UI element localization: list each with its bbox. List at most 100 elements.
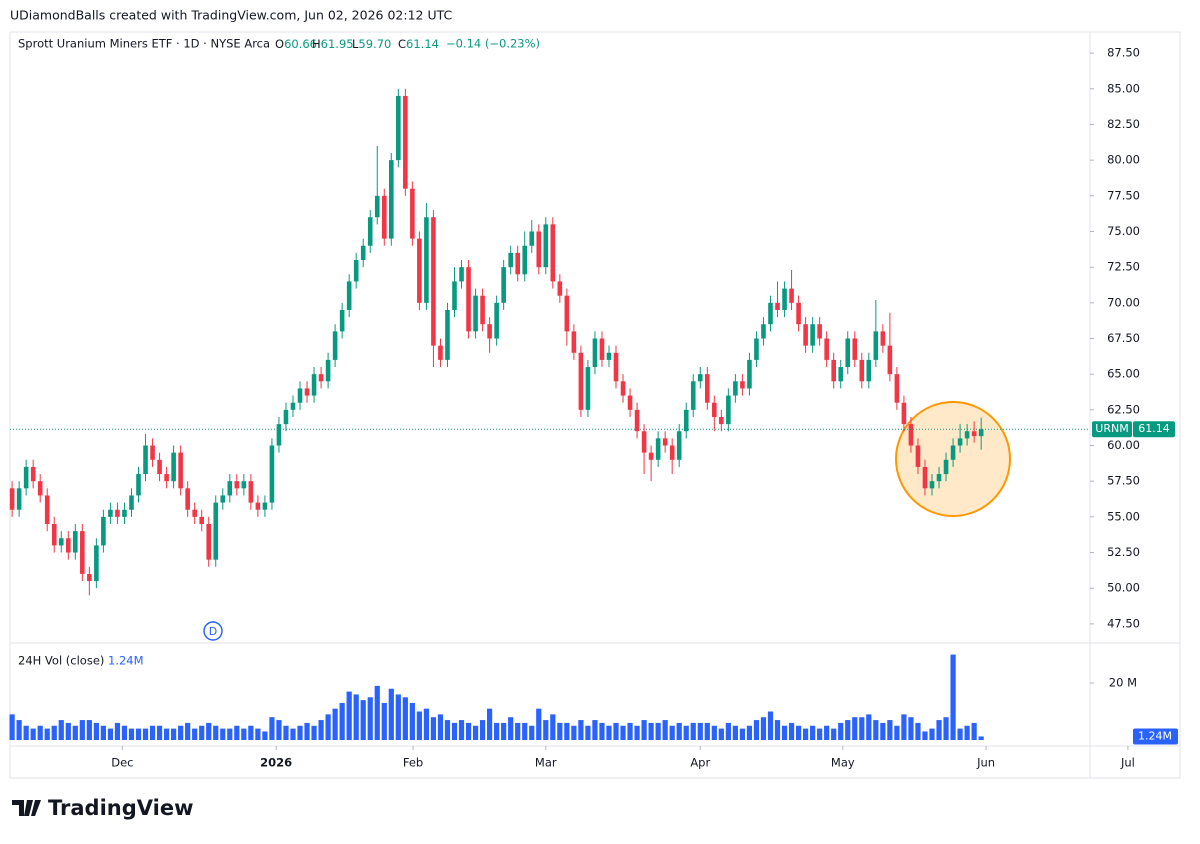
candle-body [522,245,528,275]
symbol-tag [1092,421,1132,438]
volume-bar [142,728,149,740]
volume-bar [908,717,914,740]
c-key: C [398,37,406,51]
candle-body [185,488,190,510]
candle-body [627,395,633,410]
y-tick-label: 80.00 [1107,153,1140,167]
volume-title: 24H Vol (close) [18,654,104,668]
candle-body [283,409,289,425]
candle-body [304,388,310,396]
volume-bar [578,720,584,740]
volume-bar [669,725,675,740]
candle-body [775,302,780,310]
volume-bar [367,697,373,740]
candle-body [824,338,829,360]
candles [9,88,984,740]
volume-bar [9,714,15,740]
volume-bar [634,725,640,740]
candle-body [157,459,162,475]
candle-body [515,252,520,275]
candle-body [733,381,738,396]
x-tick-label: Apr [690,756,710,770]
legend-c: C61.14 [398,37,439,51]
volume-bar [767,711,774,740]
candle-body [641,431,647,453]
volume-bar [318,720,324,740]
candle-body [852,338,858,360]
volume-bar [465,722,472,740]
candle-body [543,224,549,268]
candle-body [936,474,942,482]
volume-bar [831,728,837,740]
volume-bar [416,711,422,740]
volume-bar [248,725,254,740]
volume-bar [971,722,977,740]
candle-body [634,409,640,432]
volume-bar [185,722,191,740]
candle-body [817,324,822,339]
h-val: 61.95 [321,37,354,51]
volume-bar [950,654,956,740]
volume-bar [44,728,50,740]
volume-bar [781,725,788,740]
candle-body [171,452,176,482]
candle-body [431,217,436,346]
candle-body [136,474,141,496]
volume-bar [283,725,289,740]
volume-bar [388,688,394,740]
candle-body [466,267,471,332]
candle-body [810,324,815,346]
candle-body [9,488,15,510]
volume-tag [1133,728,1178,745]
volume-bar [262,731,268,740]
candle-body [410,188,415,239]
candle-body [58,538,64,546]
volume-bar [423,708,430,740]
volume-bar [444,720,451,740]
candle-body [908,424,914,446]
volume-bar [171,728,177,740]
candle-body [143,445,148,475]
candle-body [262,502,268,510]
logo-mark [12,800,41,816]
volume-bar [304,722,310,740]
y-tick-label: 55.00 [1107,509,1140,523]
y-tick-label: 65.00 [1107,367,1140,381]
volume-bar [648,722,654,740]
c-val: 61.14 [406,37,439,51]
candle-body [403,95,408,189]
candle-body [346,281,352,310]
volume-bar [128,728,135,740]
candle-body [115,509,120,517]
logo: TradingView [12,796,193,820]
volume-bar [199,725,205,740]
candle-body [606,352,612,360]
candle-body [332,331,338,360]
volume-bar [149,725,156,740]
volume-bar [529,725,535,740]
candle-body [571,331,577,353]
volume-bar [760,717,767,740]
volume-bar [339,702,345,740]
volume-bar [718,728,724,740]
y-tick-label: 50.00 [1107,581,1140,595]
volume-bar [557,722,563,740]
candle-body [789,288,794,303]
volume-bar [690,722,696,740]
volume-bar [887,720,893,740]
volume-bar [655,722,661,740]
volume-bar [915,722,921,740]
candle-body [620,381,626,396]
candle-body [747,359,752,389]
candle-body [557,281,563,296]
volume-bar [662,720,668,740]
candle-body [501,267,506,303]
candle-body [873,331,879,360]
volume-bar [458,720,465,740]
volume-bar [241,728,247,740]
candle-body [894,374,900,403]
volume-bar [922,731,928,740]
candle-body [30,466,36,482]
volume-bar [838,722,844,740]
